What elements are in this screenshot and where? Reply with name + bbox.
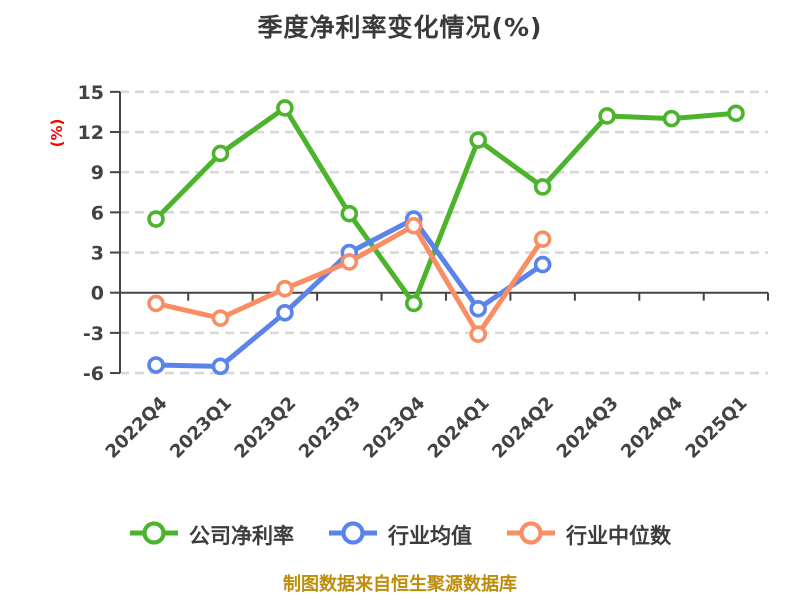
data-point-industry-median <box>404 216 423 235</box>
data-point-industry-median <box>147 294 165 313</box>
y-tick-label: 6 <box>91 202 104 224</box>
data-point-industry-median <box>469 325 488 344</box>
y-axis-title: (%) <box>48 119 66 148</box>
data-point-industry-mean <box>276 303 294 322</box>
x-tick-label: 2023Q4 <box>359 393 429 463</box>
data-point-industry-median <box>276 279 294 298</box>
data-point-company-net-margin <box>533 178 552 196</box>
data-point-company-net-margin <box>662 109 681 128</box>
y-tick-label: 0 <box>91 283 104 305</box>
data-point-industry-median <box>340 253 359 271</box>
data-point-company-net-margin <box>211 144 230 163</box>
data-point-company-net-margin <box>469 131 488 149</box>
data-point-industry-median <box>533 230 552 248</box>
y-tick-label: -6 <box>83 363 104 385</box>
data-point-company-net-margin <box>147 210 165 228</box>
x-tick-label: 2024Q4 <box>617 393 687 463</box>
line-marker-icon <box>328 520 378 550</box>
y-tick-label: 3 <box>91 243 104 265</box>
legend-item-industry-median[interactable]: 行业中位数 <box>506 520 671 550</box>
data-point-company-net-margin <box>727 104 745 123</box>
legend-item-industry-mean[interactable]: 行业均值 <box>328 520 472 550</box>
chart-title: 季度净利率变化情况(%) <box>257 13 543 42</box>
x-tick-label: 2024Q1 <box>424 393 494 463</box>
data-point-company-net-margin <box>598 107 616 125</box>
legend-label: 行业均值 <box>388 524 472 548</box>
data-point-industry-mean <box>211 357 230 376</box>
line-marker-icon <box>506 520 556 550</box>
data-point-company-net-margin <box>404 294 423 313</box>
data-point-company-net-margin <box>340 204 359 223</box>
data-point-industry-mean <box>147 356 165 374</box>
data-point-industry-mean <box>533 255 552 274</box>
data-point-company-net-margin <box>276 99 294 117</box>
legend-label: 行业中位数 <box>566 524 671 548</box>
x-tick-label: 2022Q4 <box>102 393 172 463</box>
series-line-company-net-margin <box>153 105 739 306</box>
y-tick-label: 12 <box>78 122 104 144</box>
y-tick-label: 9 <box>91 162 104 184</box>
legend-label: 公司净利率 <box>189 524 294 548</box>
legend-item-company-net-margin[interactable]: 公司净利率 <box>129 520 294 550</box>
x-tick-label: 2024Q2 <box>488 393 558 463</box>
x-tick-label: 2023Q2 <box>230 393 300 463</box>
data-point-industry-median <box>211 309 230 327</box>
x-tick-label: 2023Q3 <box>295 393 365 463</box>
legend: 公司净利率 行业均值 行业中位数 <box>0 520 800 550</box>
data-point-industry-mean <box>469 299 488 318</box>
data-source-note: 制图数据来自恒生聚源数据库 <box>283 574 517 595</box>
x-tick-label: 2023Q1 <box>166 393 236 463</box>
x-tick-label: 2025Q1 <box>682 393 752 463</box>
plot-area: 15 12 9 6 3 0 -3 -6 2022Q4 2023Q1 2023Q2 2023Q3 2023… <box>48 82 769 463</box>
y-tick-label: 15 <box>78 82 104 104</box>
x-tick-label: 2024Q3 <box>553 393 623 463</box>
y-tick-label: -3 <box>83 323 104 345</box>
line-marker-icon <box>129 520 179 550</box>
